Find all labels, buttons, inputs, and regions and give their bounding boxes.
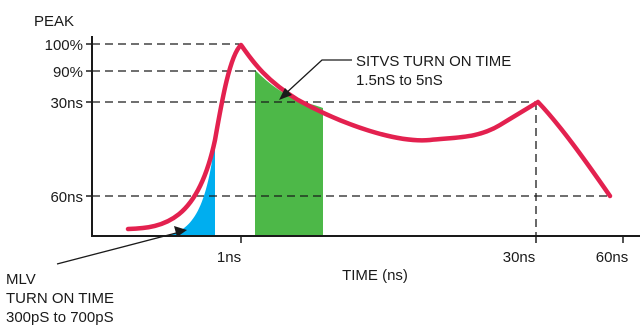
x-label-1ns: 1ns bbox=[217, 249, 241, 266]
mlv-turn-on-region bbox=[168, 140, 215, 236]
y-label-30ns: 30ns bbox=[50, 95, 83, 112]
sitvs-turn-on-region bbox=[255, 71, 323, 236]
y-label-90: 90% bbox=[53, 64, 83, 81]
x-axis-label: TIME (ns) bbox=[342, 267, 408, 284]
sitvs-pointer-line bbox=[283, 59, 352, 96]
y-axis-heading: PEAK bbox=[34, 13, 74, 30]
x-label-60ns: 60ns bbox=[596, 249, 629, 266]
sitvs-annotation-title: SITVS TURN ON TIME bbox=[356, 53, 511, 70]
mlv-annotation-subtitle: TURN ON TIME bbox=[6, 290, 114, 307]
sitvs-pointer-arrow bbox=[279, 88, 292, 100]
mlv-annotation-range: 300pS to 700pS bbox=[6, 309, 114, 326]
pulse-curve bbox=[125, 42, 613, 232]
x-label-30ns: 30ns bbox=[503, 249, 536, 266]
y-label-100: 100% bbox=[45, 37, 83, 54]
mlv-pointer-arrow bbox=[174, 226, 187, 237]
mlv-pointer-line bbox=[56, 231, 181, 265]
mlv-annotation-title: MLV bbox=[6, 271, 36, 288]
sitvs-annotation-range: 1.5nS to 5nS bbox=[356, 72, 443, 89]
y-label-60ns: 60ns bbox=[50, 189, 83, 206]
